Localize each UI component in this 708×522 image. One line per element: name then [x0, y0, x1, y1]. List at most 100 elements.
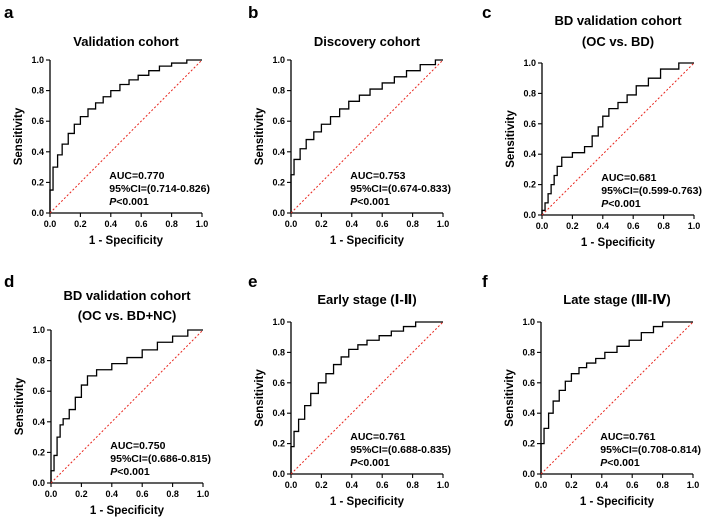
y-tick-label: 0.6	[523, 119, 536, 129]
ci-label: 95%CI=(0.686-0.815)	[110, 453, 211, 465]
panel-subtitle: (OC vs. BD+NC)	[78, 308, 177, 323]
panel-b: b Discovery cohort 0.0 0.2 0.4 0.6 0.8 1.0 0.0 0.…	[248, 3, 451, 247]
x-tick-label: 0.4	[105, 219, 118, 229]
p-value: <0.001	[608, 198, 641, 210]
roc-curve	[541, 62, 694, 215]
panel-f: f Late stage (Ⅲ-Ⅳ) 0.0 0.2 0.4 0.6 0.8 1.0 0.0 0.…	[482, 272, 701, 508]
p-symbol: P	[600, 457, 608, 469]
ci-label: 95%CI=(0.674-0.833)	[350, 183, 451, 195]
y-tick-label: 0.2	[272, 177, 285, 187]
x-tick-label: 1.0	[196, 219, 209, 229]
x-tick-label: 0.6	[136, 489, 149, 499]
x-tick-label: 0.0	[285, 219, 298, 229]
p-symbol: P	[109, 196, 117, 208]
x-tick-label: 0.0	[536, 221, 549, 231]
panel-letter: b	[248, 3, 258, 22]
y-tick-label: 0.0	[31, 208, 44, 218]
y-axis-label: Sensitivity	[14, 377, 26, 435]
y-tick-label: 1.0	[31, 55, 44, 65]
y-tick-label: 0.6	[272, 378, 285, 388]
y-tick-label: 0.8	[31, 86, 44, 96]
x-tick-label: 0.8	[165, 219, 178, 229]
auc-label: AUC=0.753	[350, 170, 405, 182]
p-value: <0.001	[357, 196, 390, 208]
y-tick-label: 1.0	[523, 58, 536, 68]
roc-curve	[290, 321, 443, 474]
x-tick-label: 0.8	[656, 480, 669, 490]
x-tick-label: 0.8	[657, 221, 670, 231]
y-axis-label: Sensitivity	[254, 107, 266, 165]
x-axis-label: 1 - Specificity	[581, 237, 656, 249]
y-tick-label: 0.2	[272, 439, 285, 449]
y-tick-label: 0.6	[32, 386, 45, 396]
x-tick-label: 0.6	[626, 480, 639, 490]
panel-c: c BD validation cohort (OC vs. BD) 0.0 0.2 0.…	[482, 3, 702, 249]
x-tick-label: 0.0	[44, 219, 57, 229]
panel-letter: c	[482, 3, 491, 22]
y-tick-label: 0.6	[272, 116, 285, 126]
x-tick-label: 1.0	[437, 480, 450, 490]
p-value-label: P<0.001	[109, 196, 149, 208]
y-axis-label: Sensitivity	[254, 369, 266, 427]
panel-letter: a	[4, 3, 14, 22]
p-value: <0.001	[116, 196, 149, 208]
y-tick-label: 0.6	[31, 116, 44, 126]
panel-title: Validation cohort	[73, 34, 179, 49]
x-tick-label: 0.4	[346, 219, 359, 229]
y-tick-label: 0.4	[272, 147, 285, 157]
x-tick-label: 0.2	[75, 489, 88, 499]
x-tick-label: 0.6	[627, 221, 640, 231]
p-value: <0.001	[117, 466, 150, 478]
auc-label: AUC=0.681	[601, 172, 656, 184]
x-tick-label: 0.0	[285, 480, 298, 490]
x-axis-label: 1 - Specificity	[330, 235, 405, 247]
x-axis-label: 1 - Specificity	[580, 496, 655, 508]
roc-curve	[540, 321, 693, 474]
x-tick-label: 1.0	[688, 221, 701, 231]
x-tick-label: 0.6	[376, 219, 389, 229]
panel-e: e Early stage (Ⅰ-Ⅱ) 0.0 0.2 0.4 0.6 0.8 1.0 0.0 0…	[248, 272, 451, 508]
y-tick-label: 0.8	[32, 356, 45, 366]
y-tick-label: 1.0	[32, 325, 45, 335]
x-tick-label: 0.4	[597, 221, 610, 231]
y-tick-label: 0.0	[272, 208, 285, 218]
y-tick-label: 0.8	[523, 88, 536, 98]
auc-label: AUC=0.761	[350, 431, 405, 443]
y-tick-label: 0.4	[523, 149, 536, 159]
y-tick-label: 0.6	[522, 378, 535, 388]
x-tick-label: 1.0	[437, 219, 450, 229]
p-symbol: P	[350, 196, 358, 208]
y-axis-label: Sensitivity	[505, 110, 517, 168]
x-tick-label: 0.0	[45, 489, 58, 499]
x-axis-label: 1 - Specificity	[330, 496, 405, 508]
x-tick-label: 0.2	[315, 219, 328, 229]
auc-label: AUC=0.761	[600, 431, 655, 443]
x-tick-label: 0.2	[74, 219, 87, 229]
y-tick-label: 0.0	[522, 469, 535, 479]
auc-label: AUC=0.750	[110, 440, 165, 452]
panel-letter: f	[482, 272, 488, 291]
y-tick-label: 1.0	[272, 55, 285, 65]
roc-curve	[50, 329, 203, 483]
p-value-label: P<0.001	[350, 457, 390, 469]
panel-letter: d	[4, 272, 14, 291]
panel-a: a Validation cohort 0.0 0.2 0.4 0.6 0.8 1.0 0.0 0…	[4, 3, 210, 247]
x-tick-label: 0.4	[346, 480, 359, 490]
x-tick-label: 0.6	[135, 219, 148, 229]
panel-subtitle: (OC vs. BD)	[582, 34, 654, 49]
x-tick-label: 0.2	[566, 221, 579, 231]
panel-title: Discovery cohort	[314, 34, 421, 49]
x-tick-label: 1.0	[687, 480, 700, 490]
y-tick-label: 0.8	[272, 347, 285, 357]
p-value: <0.001	[607, 457, 640, 469]
ci-label: 95%CI=(0.708-0.814)	[600, 444, 701, 456]
p-value-label: P<0.001	[350, 196, 390, 208]
y-tick-label: 0.4	[32, 417, 45, 427]
p-symbol: P	[350, 457, 358, 469]
roc-curve	[49, 59, 202, 213]
y-tick-label: 1.0	[522, 317, 535, 327]
y-tick-label: 0.8	[522, 347, 535, 357]
ci-label: 95%CI=(0.688-0.835)	[350, 444, 451, 456]
x-tick-label: 0.8	[406, 480, 419, 490]
